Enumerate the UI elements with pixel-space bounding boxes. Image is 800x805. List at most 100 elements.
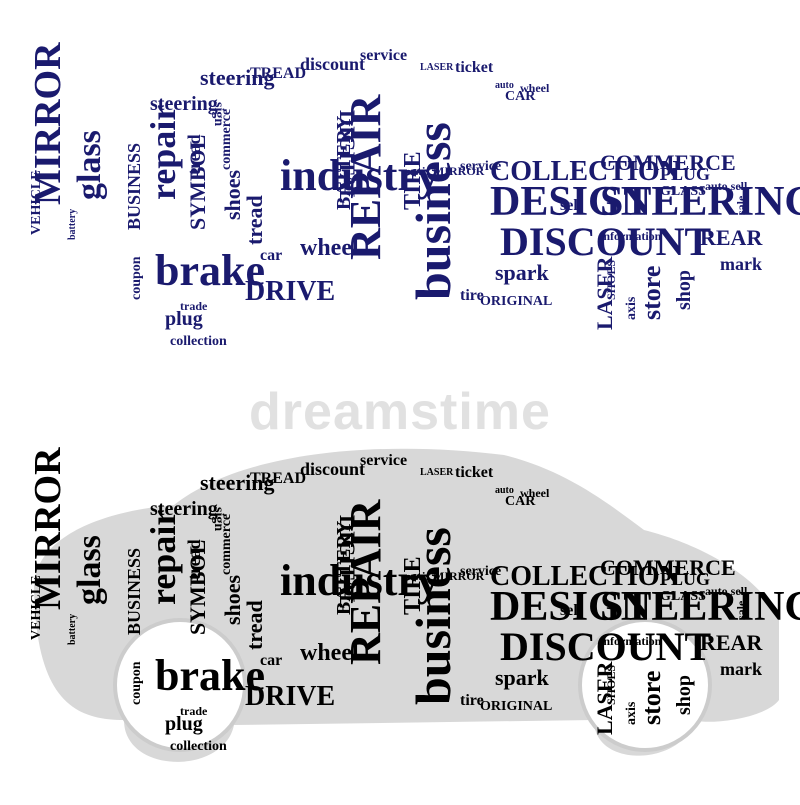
cloud-word: COMMERCE	[600, 555, 736, 580]
cloud-word: BUSINESS	[124, 143, 144, 230]
cloud-word: industry	[280, 556, 439, 605]
cloud-word: service	[460, 159, 501, 174]
cloud-word: STEERING	[600, 584, 800, 630]
cloud-word: CAR	[505, 89, 536, 104]
cloud-word: industry	[280, 151, 439, 200]
cloud-word: MIRROR	[27, 42, 69, 205]
cloud-word: GLASS	[660, 589, 706, 604]
cloud-word: business	[405, 122, 461, 300]
cloud-word: DIGITAL	[335, 515, 360, 609]
cloud-word: shop	[673, 675, 695, 715]
cloud-word: plug	[165, 308, 203, 330]
cloud-word: sign	[211, 102, 226, 126]
cloud-word: steering	[200, 470, 275, 495]
cloud-word: mark	[720, 254, 762, 274]
cloud-word: steering	[150, 93, 218, 115]
cloud-word: REAR	[700, 630, 763, 655]
cloud-word: auto sell	[705, 179, 748, 193]
cloud-word: tire	[460, 692, 484, 709]
cloud-word: tire	[460, 287, 484, 304]
cloud-word: SYMBOL	[185, 540, 210, 635]
cloud-word: TIRE	[400, 556, 426, 615]
cloud-word: BATTERY	[333, 520, 355, 615]
cloud-word: LASER	[420, 62, 454, 73]
car-word-cloud-black: steering TREAD discount sign service LASER tic…	[0, 400, 800, 800]
cloud-word: tread	[242, 600, 267, 650]
cloud-word: MIRROR	[27, 447, 69, 610]
cloud-word: TIRE	[400, 151, 426, 210]
cloud-word: repair	[143, 510, 183, 605]
cloud-word: spark	[495, 260, 550, 285]
cloud-word: shoes	[220, 574, 245, 625]
cloud-word: COMMERCE	[600, 150, 736, 175]
cloud-word: axis	[624, 296, 639, 320]
cloud-word: sell	[560, 602, 583, 619]
cloud-word: glass	[71, 535, 108, 605]
cloud-word: auto	[495, 485, 514, 496]
cloud-word: auto sell	[705, 584, 748, 598]
car-word-cloud-blue: steering TREAD discount sign service LASER tic…	[0, 0, 800, 380]
cloud-word: VEHICLE	[29, 575, 44, 640]
cloud-word: DISCOUNT	[500, 624, 711, 669]
cloud-word: information	[600, 634, 662, 648]
cloud-word: store	[637, 266, 666, 320]
cloud-word: LASER	[592, 256, 617, 330]
cloud-word: battery	[67, 209, 78, 240]
cloud-word: ticket	[455, 464, 494, 481]
cloud-word: ORIGINAL	[480, 294, 552, 309]
cloud-word: SHOES	[604, 665, 618, 705]
cloud-word: battery	[67, 614, 78, 645]
cloud-word: shop	[673, 270, 695, 310]
front-wheel	[113, 618, 247, 752]
cloud-word: wheel	[300, 235, 359, 261]
cloud-word: COLLECTION	[490, 156, 680, 187]
cloud-word: information	[600, 229, 662, 243]
cloud-word: SYMBOL	[185, 135, 210, 230]
cloud-word: STEERING	[600, 179, 800, 225]
cloud-word: shoes	[220, 169, 245, 220]
cloud-word: BUSINESS	[124, 548, 144, 635]
cloud-word: wheel	[520, 81, 550, 95]
cloud-word: ticket	[455, 59, 494, 76]
cloud-word: steering	[150, 498, 218, 520]
cloud-word: DESIGN	[490, 584, 651, 630]
cloud-word: ORIGINAL	[480, 699, 552, 714]
cloud-word: commerce	[219, 514, 234, 575]
cloud-word: tread	[242, 195, 267, 245]
cloud-word: BATTERY	[333, 115, 355, 210]
cloud-word: PLUG	[660, 569, 710, 589]
cloud-word: brake	[155, 246, 265, 295]
cloud-word: trade	[180, 299, 208, 313]
cloud-word: auto	[495, 80, 514, 91]
cloud-word: GLASS	[660, 184, 706, 199]
cloud-word: sale	[734, 195, 748, 215]
cloud-word: REPAIR	[341, 93, 390, 260]
cloud-word: sell	[560, 197, 583, 214]
cloud-word: collection	[170, 334, 227, 349]
cloud-word: sign	[211, 507, 226, 531]
cloud-word: TREAD	[250, 65, 306, 82]
cloud-word: repair	[143, 105, 183, 200]
cloud-word: DIGITAL	[335, 110, 360, 204]
cloud-word: axis MIRROR	[410, 569, 485, 583]
cloud-word: coupon	[129, 256, 144, 300]
cloud-word: REPAIR	[341, 498, 390, 665]
cloud-word: business	[405, 527, 461, 705]
cloud-word: brake	[155, 651, 265, 700]
cloud-word: TREAD	[250, 470, 306, 487]
cloud-word: collection	[170, 739, 227, 754]
cloud-word: steering	[200, 65, 275, 90]
cloud-word: COLLECTION	[490, 561, 680, 592]
cloud-word: coupon	[129, 661, 144, 705]
cloud-word: PLUG	[660, 164, 710, 184]
cloud-word: axis MIRROR	[410, 164, 485, 178]
cloud-word: car	[260, 247, 282, 264]
cloud-word: axis	[624, 701, 639, 725]
cloud-word: DRIVE	[245, 681, 335, 712]
rear-wheel	[578, 618, 712, 752]
cloud-word: service	[360, 452, 407, 469]
cloud-word: mark	[720, 659, 762, 679]
cloud-word: sale	[734, 600, 748, 620]
cloud-word: tread	[184, 134, 204, 175]
